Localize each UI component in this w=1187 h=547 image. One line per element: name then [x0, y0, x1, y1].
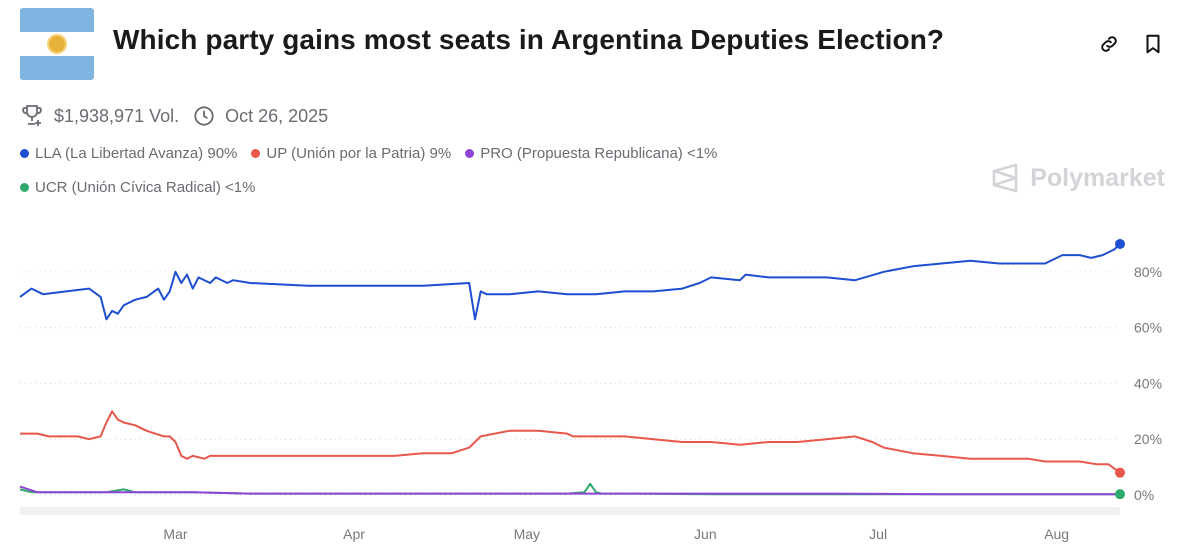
x-tick-label: Aug [1044, 526, 1069, 542]
y-tick-label: 60% [1134, 320, 1162, 336]
series-line-2 [19, 485, 1120, 496]
y-tick-label: 40% [1134, 375, 1162, 391]
series-line-1 [20, 410, 1121, 474]
argentina-flag-icon [20, 8, 94, 80]
legend-dot-lla [20, 149, 29, 158]
legend-item-up[interactable]: UP (Unión por la Patria) 9% [251, 145, 451, 162]
legend-label-up: UP (Unión por la Patria) 9% [266, 145, 452, 162]
y-tick-label: 0% [1134, 487, 1154, 503]
link-icon[interactable] [1097, 32, 1121, 56]
page-title: Which party gains most seats in Argentin… [113, 24, 945, 55]
series-line-0 [19, 243, 1121, 321]
y-tick-label: 80% [1134, 264, 1162, 280]
legend-dot-ucr [20, 183, 29, 192]
legend-item-pro[interactable]: PRO (Propuesta Republicana) <1% [465, 145, 717, 162]
x-tick-label: Jun [694, 526, 717, 542]
x-tick-label: May [514, 526, 540, 542]
clock-icon [194, 106, 214, 126]
legend-label-lla: LLA (La Libertad Avanza) 90% [35, 145, 238, 162]
x-tick-label: Apr [343, 526, 365, 542]
brand-name: Polymarket [1030, 163, 1165, 192]
legend-label-ucr: UCR (Unión Cívica Radical) <1% [35, 179, 256, 196]
polymarket-logo-icon [992, 163, 1018, 193]
legend-dot-pro [465, 149, 475, 158]
chart-legend: LLA (La Libertad Avanza) 90% UP (Unión p… [20, 145, 731, 162]
series-end-point-1 [1115, 467, 1125, 478]
end-date-text: Oct 26, 2025 [225, 105, 329, 126]
x-tick-label: Jul [869, 526, 887, 542]
bookmark-icon[interactable] [1141, 32, 1165, 56]
legend-dot-up [251, 149, 261, 158]
y-tick-label: 20% [1134, 431, 1162, 447]
sun-of-may-icon [49, 36, 65, 52]
range-scrubber [20, 507, 1120, 515]
series-end-point-0 [1115, 238, 1125, 249]
market-meta: $1,938,971 Vol. Oct 26, 2025 [20, 103, 342, 129]
volume-text: $1,938,971 Vol. [54, 105, 180, 126]
chart-legend-row-2: UCR (Unión Cívica Radical) <1% [20, 179, 270, 196]
legend-item-lla[interactable]: LLA (La Libertad Avanza) 90% [20, 145, 237, 162]
trophy-icon [22, 105, 42, 126]
price-history-chart: 0% 20% 40% 60% 80% Mar Apr May Jun Jul Aug [19, 238, 1162, 542]
series-end-point-3 [1115, 489, 1125, 500]
legend-label-pro: PRO (Propuesta Republicana) <1% [480, 145, 718, 162]
legend-item-ucr[interactable]: UCR (Unión Cívica Radical) <1% [20, 179, 256, 196]
polymarket-watermark: Polymarket [990, 162, 1165, 194]
x-tick-label: Mar [163, 526, 187, 542]
